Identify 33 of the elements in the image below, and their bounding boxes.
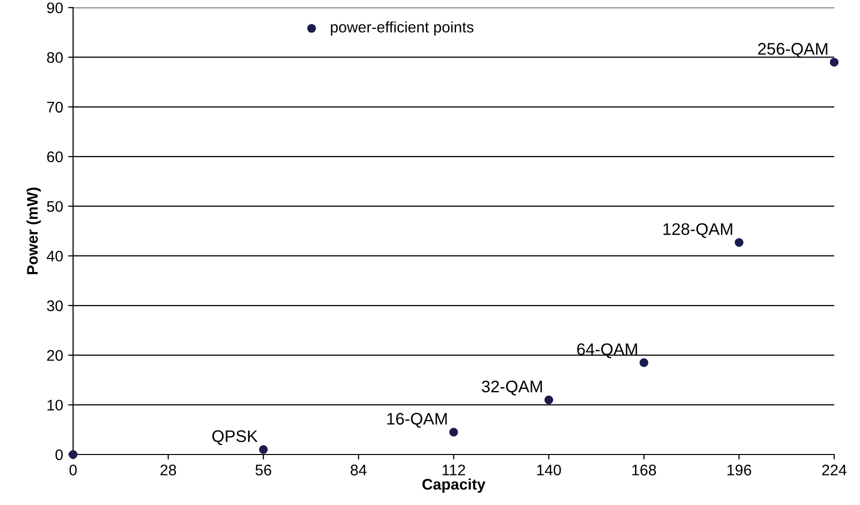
point xyxy=(259,445,268,454)
annotation: 256-QAM xyxy=(758,42,828,58)
point xyxy=(449,428,458,437)
x-tick-label: 168 xyxy=(632,464,656,476)
point xyxy=(830,58,839,67)
x-tick-label: 140 xyxy=(537,464,561,476)
y-tick-label: 60 xyxy=(47,151,63,162)
y-tick-label: 70 xyxy=(47,102,63,113)
point xyxy=(734,238,744,247)
annotation: 128-QAM xyxy=(663,223,732,238)
y-tick-label: 0 xyxy=(55,449,63,460)
x-tick-label: 56 xyxy=(255,464,272,476)
annotation: 32-QAM xyxy=(482,380,542,396)
y-tick-label: 30 xyxy=(46,300,63,312)
x-tick-label: 0 xyxy=(69,464,77,476)
y-tick-label: 40 xyxy=(46,250,63,262)
x-axis-title: Capacity xyxy=(422,478,486,493)
point xyxy=(544,396,554,404)
y-tick-label: 90 xyxy=(47,2,63,14)
x-tick-label: 196 xyxy=(727,464,752,476)
point xyxy=(640,358,648,367)
y-tick-label: 20 xyxy=(47,350,63,361)
y-axis-title: Power (mW) xyxy=(26,188,41,274)
x-tick-label: 28 xyxy=(160,464,176,476)
annotation: QPSK xyxy=(212,430,258,446)
x-tick-label: 84 xyxy=(350,464,367,476)
x-tick-label: 112 xyxy=(442,464,466,476)
x-tick-label: 224 xyxy=(822,464,846,476)
y-tick-label: 50 xyxy=(46,201,63,212)
annotation: 16-QAM xyxy=(387,412,447,428)
y-tick-label: 10 xyxy=(48,400,63,411)
legend-label: power-efficient points xyxy=(330,21,474,36)
y-tick-label: 80 xyxy=(47,52,63,63)
